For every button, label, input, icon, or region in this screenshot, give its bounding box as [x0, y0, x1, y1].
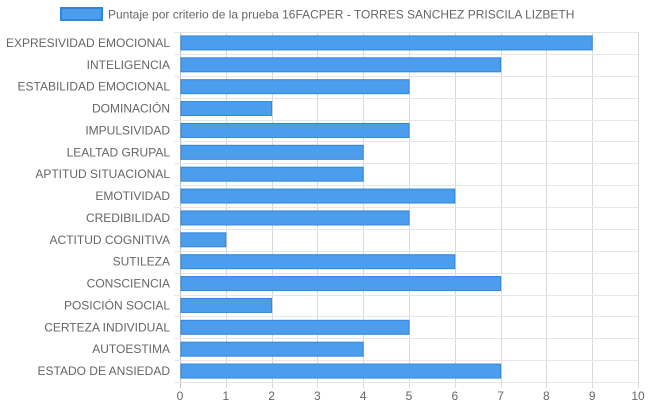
bars: [180, 35, 593, 379]
bar[interactable]: [180, 144, 364, 160]
y-tick-label: AUTOESTIMA: [92, 342, 170, 356]
y-tick-label: EMOTIVIDAD: [95, 189, 170, 203]
bar[interactable]: [180, 341, 364, 357]
x-tick-label: 6: [451, 389, 458, 403]
bar[interactable]: [180, 276, 502, 292]
bar[interactable]: [180, 319, 410, 335]
y-tick-label: DOMINACIÓN: [92, 101, 170, 116]
x-tick-label: 10: [631, 389, 645, 403]
y-axis-labels: EXPRESIVIDAD EMOCIONAL INTELIGENCIA ESTABI…: [6, 36, 170, 378]
y-tick-label: CONSCIENCIA: [87, 277, 170, 291]
y-tick-label: APTITUD SITUACIONAL: [35, 167, 170, 181]
bar[interactable]: [180, 79, 410, 95]
bar[interactable]: [180, 363, 502, 379]
legend[interactable]: Puntaje por criterio de la prueba 16FACP…: [60, 7, 574, 22]
y-tick-label: CERTEZA INDIVIDUAL: [44, 320, 170, 334]
y-tick-label: POSICIÓN SOCIAL: [64, 297, 170, 312]
bar[interactable]: [180, 254, 456, 270]
bar[interactable]: [180, 297, 273, 313]
y-tick-label: EXPRESIVIDAD EMOCIONAL: [6, 36, 170, 50]
x-axis-labels: 0 1 2 3 4 5 6 7 8 9 10: [177, 389, 645, 403]
x-tick-label: 8: [543, 389, 550, 403]
y-tick-label: CREDIBILIDAD: [86, 211, 170, 225]
x-tick-label: 0: [177, 389, 184, 403]
x-tick-label: 3: [314, 389, 321, 403]
legend-swatch: [60, 7, 103, 21]
y-tick-label: ESTABILIDAD EMOCIONAL: [18, 80, 171, 94]
x-tick-label: 9: [589, 389, 596, 403]
bar[interactable]: [180, 188, 456, 204]
y-tick-label: LEALTAD GRUPAL: [67, 145, 171, 159]
y-tick-label: INTELIGENCIA: [87, 58, 170, 72]
bar[interactable]: [180, 101, 273, 117]
bar[interactable]: [180, 35, 593, 51]
legend-label: Puntaje por criterio de la prueba 16FACP…: [108, 8, 574, 22]
x-tick-label: 1: [222, 389, 229, 403]
x-tick-label: 2: [268, 389, 275, 403]
y-tick-label: ESTADO DE ANSIEDAD: [38, 364, 171, 378]
y-tick-label: SUTILEZA: [113, 255, 170, 269]
bar[interactable]: [180, 210, 410, 226]
x-tick-label: 4: [360, 389, 367, 403]
bar[interactable]: [180, 232, 227, 248]
bar[interactable]: [180, 166, 364, 182]
y-tick-label: IMPULSIVIDAD: [85, 123, 170, 137]
x-tick-label: 7: [497, 389, 504, 403]
bar[interactable]: [180, 57, 502, 73]
y-tick-label: ACTITUD COGNITIVA: [50, 233, 170, 247]
bar[interactable]: [180, 122, 410, 138]
x-tick-label: 5: [406, 389, 413, 403]
